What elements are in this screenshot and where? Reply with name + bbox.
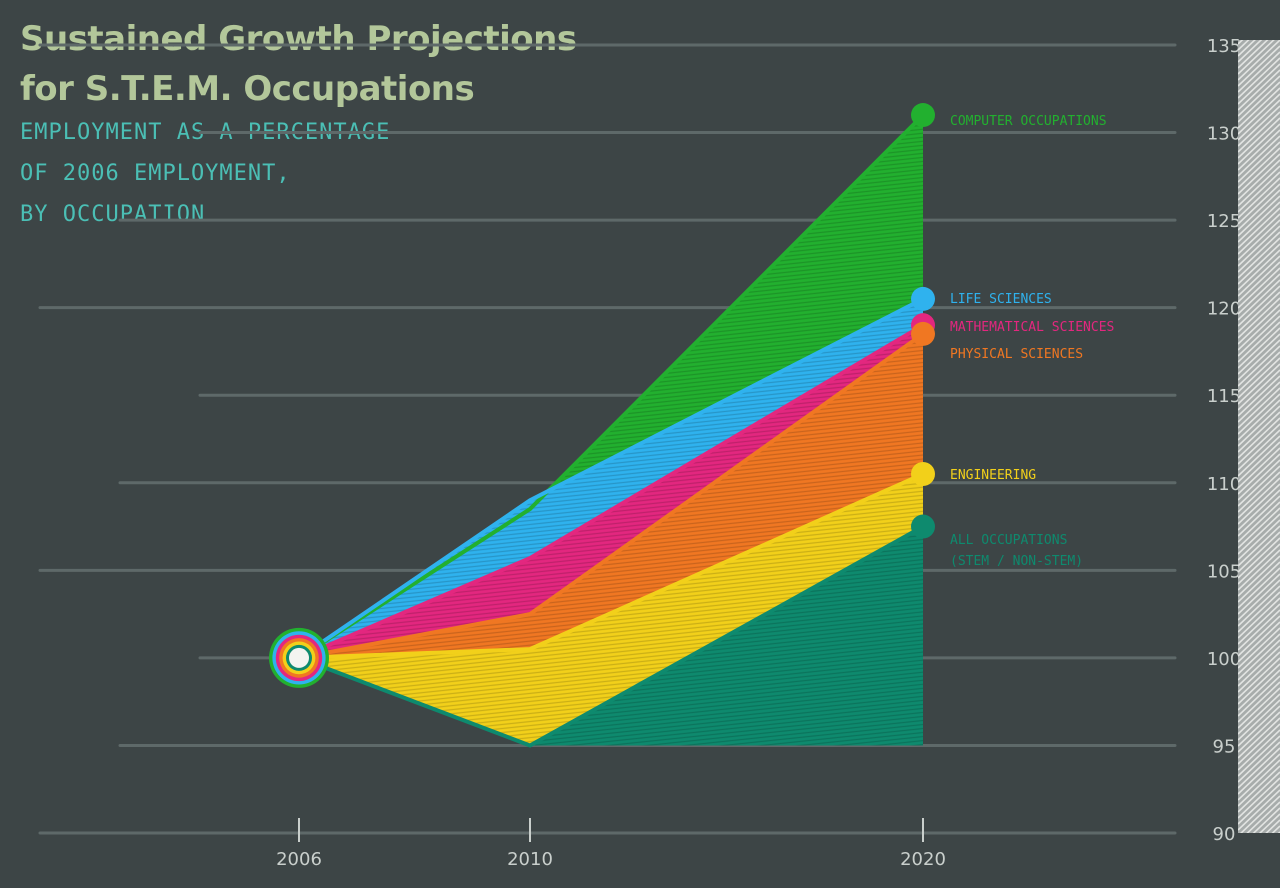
- y-tick-label: 110: [1207, 474, 1241, 495]
- y-tick-label: 125: [1207, 211, 1241, 232]
- series-area-texture: [299, 526, 923, 746]
- series-end-dot: [911, 103, 935, 128]
- y-tick-label: 135: [1207, 36, 1241, 57]
- series-label: ENGINEERING: [950, 468, 1036, 483]
- chart-title-line-2: for S.T.E.M. Occupations: [20, 69, 475, 109]
- hatched-edge-decoration: [1238, 40, 1280, 833]
- y-axis-ticks: 90 95 100 105 110 115 120 125 130 135: [1207, 36, 1241, 845]
- x-tick-label: 2010: [507, 849, 553, 870]
- series-label-line-2: (STEM / NON-STEM): [950, 554, 1083, 569]
- series-areas: [299, 115, 923, 746]
- x-axis-ticks: 2006 2010 2020: [276, 818, 946, 870]
- y-tick-label: 95: [1213, 736, 1236, 757]
- series-line: [298, 524, 924, 748]
- series-end-dot: [911, 514, 935, 539]
- series-area-texture: [299, 333, 923, 658]
- series-end-dot: [911, 321, 935, 346]
- series-line: [297, 113, 925, 660]
- origin-marker: [269, 627, 329, 688]
- series-end-dot: [911, 462, 935, 487]
- series-label: ALL OCCUPATIONS: [950, 533, 1067, 548]
- chart-subtitle-line-3: BY OCCUPATION: [20, 202, 206, 227]
- series-label: MATHEMATICAL SCIENCES: [950, 320, 1114, 335]
- series-label: PHYSICAL SCIENCES: [950, 347, 1083, 362]
- y-tick-label: 120: [1207, 299, 1241, 320]
- x-tick-label: 2006: [276, 849, 322, 870]
- y-tick-label: 115: [1207, 386, 1241, 407]
- y-tick-label: 100: [1207, 649, 1241, 670]
- y-tick-label: 105: [1207, 561, 1241, 582]
- series-area-texture: [299, 474, 923, 746]
- series-label: COMPUTER OCCUPATIONS: [950, 114, 1107, 129]
- chart-subtitle-line-2: OF 2006 EMPLOYMENT,: [20, 161, 291, 186]
- series-lines: [297, 113, 925, 748]
- chart-title-line-1: Sustained Growth Projections: [20, 19, 577, 59]
- origin-center: [289, 647, 309, 668]
- series-line: [298, 323, 925, 660]
- series-line: [298, 332, 925, 660]
- series-labels: COMPUTER OCCUPATIONS LIFE SCIENCES MATHEMA…: [950, 114, 1114, 569]
- series-area-texture: [299, 298, 923, 658]
- series-line: [298, 472, 924, 660]
- chart-title: Sustained Growth Projections for S.T.E.M…: [20, 14, 577, 114]
- series-line: [297, 297, 924, 660]
- x-tick-label: 2020: [900, 849, 946, 870]
- series-label: LIFE SCIENCES: [950, 292, 1052, 307]
- y-tick-label: 130: [1207, 124, 1241, 145]
- y-tick-label: 90: [1213, 824, 1236, 845]
- series-end-dot: [911, 286, 935, 311]
- series-end-markers: [911, 103, 935, 539]
